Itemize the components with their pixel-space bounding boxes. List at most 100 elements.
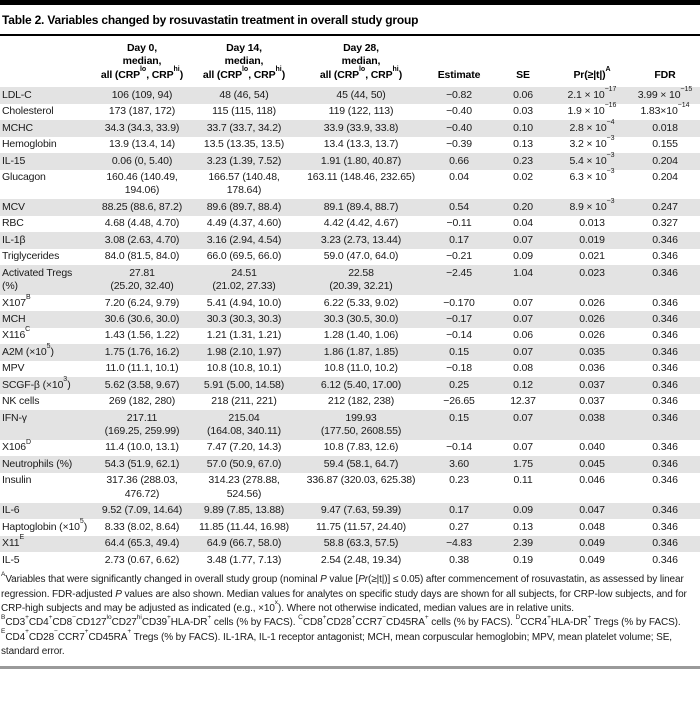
table-row: IL-6 9.52 (7.09, 14.64) 9.89 (7.85, 13.88)…: [0, 502, 700, 520]
cell-pr: 1.9 × 10−16: [567, 102, 617, 118]
cell-fdr: 0.346: [652, 329, 678, 342]
cell-fdr: 0.018: [652, 121, 678, 134]
cell-se: 0.11: [513, 474, 533, 487]
cell-estimate: 0.27: [449, 520, 469, 533]
cell-fdr: 0.346: [652, 441, 678, 454]
table-row: X107B 7.20 (6.24, 9.79) 5.41 (4.94, 10.0) 6…: [0, 294, 700, 311]
cell-day14: 10.8 (10.8, 10.1): [206, 362, 282, 375]
cell-day14: 3.16 (2.94, 4.54): [206, 233, 282, 246]
title-rule: [0, 34, 700, 36]
table-body: LDL-C 106 (109, 94) 48 (46, 54) 45 (44, 50)…: [0, 86, 700, 568]
cell-day0: 3.08 (2.63, 4.70): [104, 233, 180, 246]
cell-fdr: 0.346: [652, 378, 678, 391]
cell-pr: 0.026: [579, 312, 605, 325]
cell-day0: 34.3 (34.3, 33.9): [104, 121, 180, 134]
cell-estimate: 0.66: [449, 154, 469, 167]
cell-se: 0.03: [513, 105, 533, 118]
cell-fdr: 0.346: [652, 553, 678, 566]
top-rule: [0, 0, 700, 5]
cell-label: MCHC: [2, 121, 33, 134]
cell-day14: 218 (211, 221): [211, 395, 277, 408]
cell-label: MCV: [2, 200, 25, 213]
cell-day28: 10.8 (11.0, 10.2): [324, 362, 398, 375]
cell-estimate: −0.39: [446, 138, 472, 151]
cell-se: 0.06: [513, 88, 533, 101]
cell-se: 1.04: [513, 266, 533, 279]
cell-day14: 166.57 (140.48, 178.64): [208, 171, 280, 197]
cell-day14: 3.23 (1.39, 7.52): [206, 154, 282, 167]
cell-day28: 163.11 (148.46, 232.65): [307, 171, 415, 183]
cell-estimate: 0.54: [449, 200, 469, 213]
cell-label: SCGF-β (×103): [2, 375, 71, 391]
cell-se: 0.09: [513, 504, 533, 517]
table-row: Activated Tregs (%) 27.81 (25.20, 32.40) 2…: [0, 265, 700, 295]
cell-se: 0.08: [513, 362, 533, 375]
cell-day0: 4.68 (4.48, 4.70): [104, 217, 180, 230]
cell-pr: 0.021: [579, 250, 605, 263]
column-header-variable: [0, 38, 92, 87]
table-row: MCHC 34.3 (34.3, 33.9) 33.7 (33.7, 34.2) 33…: [0, 118, 700, 137]
table-row: Neutrophils (%) 54.3 (51.9, 62.1) 57.0 (50…: [0, 456, 700, 473]
cell-fdr: 0.346: [652, 345, 678, 358]
cell-se: 12.37: [510, 395, 536, 408]
cell-estimate: −0.14: [446, 441, 472, 454]
cell-pr: 0.048: [579, 520, 605, 533]
cell-day28: 6.12 (5.40, 17.00): [320, 378, 402, 391]
header-row: Day 0, median, all (CRPlo, CRPhi) Day 14…: [0, 38, 700, 87]
cell-day28: 13.4 (13.3, 13.7): [323, 138, 399, 151]
cell-label: NK cells: [2, 395, 40, 408]
cell-day28: 199.93 (177.50, 2608.55): [320, 411, 402, 437]
cell-day0: 30.6 (30.6, 30.0): [104, 312, 180, 325]
cell-estimate: −26.65: [443, 395, 475, 408]
cell-day0: 64.4 (65.3, 49.4): [104, 537, 180, 550]
cell-label: X11E: [2, 534, 25, 550]
cell-label: MCH: [2, 312, 26, 325]
cell-day0: 8.33 (8.02, 8.64): [104, 520, 180, 533]
cell-pr: 3.2 × 10−3: [569, 135, 615, 151]
cell-se: 0.06: [513, 329, 533, 342]
cell-day28: 45 (44, 50): [336, 88, 386, 101]
cell-day28: 3.23 (2.73, 13.44): [320, 233, 402, 246]
cell-estimate: 0.25: [449, 378, 469, 391]
table-row: MCH 30.6 (30.6, 30.0) 30.3 (30.3, 30.3) 30.…: [0, 311, 700, 328]
table-footnote: AVariables that were significantly chang…: [1, 570, 687, 657]
cell-day14: 215.04 (164.08, 340.11): [207, 411, 281, 437]
table-row: X106D 11.4 (10.0, 13.1) 7.47 (7.20, 14.3) 1…: [0, 439, 700, 456]
cell-label: Haptoglobin (×105): [2, 517, 88, 533]
cell-day14: 11.85 (11.44, 16.98): [198, 520, 289, 533]
cell-day0: 317.36 (288.03, 476.72): [106, 474, 178, 500]
column-header-day28: Day 28, median, all (CRPlo, CRPhi): [319, 42, 403, 81]
cell-day0: 269 (182, 280): [108, 395, 176, 408]
cell-estimate: 0.15: [449, 345, 469, 358]
cell-day14: 1.21 (1.31, 1.21): [206, 329, 282, 342]
cell-pr: 0.013: [579, 217, 605, 230]
cell-label: IFN-γ: [2, 411, 27, 424]
cell-estimate: 0.04: [449, 171, 469, 183]
cell-se: 0.19: [513, 553, 533, 566]
cell-day14: 115 (115, 118): [212, 105, 276, 118]
table-row: IL-15 0.06 (0, 5.40) 3.23 (1.39, 7.52) 1.91…: [0, 152, 700, 170]
cell-estimate: −2.45: [446, 266, 472, 279]
cell-se: 0.07: [513, 296, 533, 309]
cell-label: LDL-C: [2, 88, 32, 101]
cell-pr: 0.049: [579, 537, 605, 550]
cell-estimate: −0.21: [446, 250, 472, 263]
cell-label: IL-6: [2, 504, 20, 517]
cell-day28: 10.8 (7.83, 12.6): [323, 441, 399, 454]
cell-day28: 58.8 (63.3, 57.5): [323, 537, 399, 550]
cell-se: 0.07: [513, 411, 533, 424]
cell-se: 0.10: [513, 121, 533, 134]
cell-day0: 0.06 (0, 5.40): [111, 154, 173, 167]
cell-pr: 0.026: [579, 296, 605, 309]
cell-pr: 0.040: [579, 441, 605, 454]
cell-day28: 119 (122, 113): [328, 105, 394, 118]
cell-fdr: 0.346: [652, 266, 678, 279]
table-row: LDL-C 106 (109, 94) 48 (46, 54) 45 (44, 50)…: [0, 86, 700, 104]
cell-se: 0.23: [513, 154, 533, 167]
cell-label: MPV: [2, 362, 25, 375]
cell-day0: 7.20 (6.24, 9.79): [104, 296, 180, 309]
cell-pr: 0.046: [579, 474, 605, 487]
table-row: MPV 11.0 (11.1, 10.1) 10.8 (10.8, 10.1) 10.…: [0, 361, 700, 377]
cell-pr: 2.8 × 10−4: [569, 118, 615, 134]
table-row: A2M (×105) 1.75 (1.76, 16.2) 1.98 (2.10, 1…: [0, 343, 700, 361]
